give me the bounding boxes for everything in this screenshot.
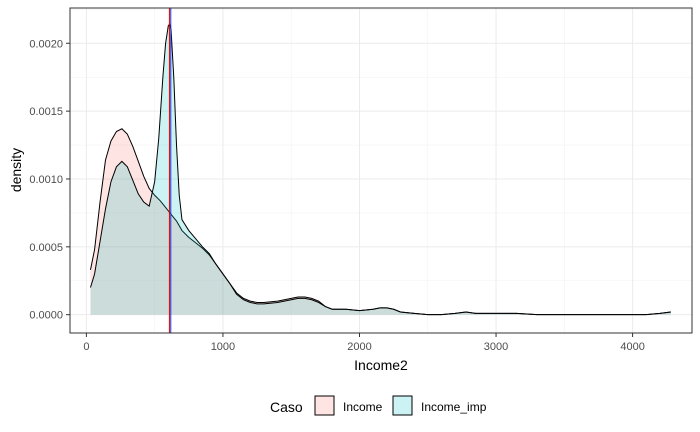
density-areas <box>89 23 671 316</box>
y-tick-label: 0.0005 <box>29 242 63 254</box>
y-axis-title: density <box>8 148 24 192</box>
legend-label-income-imp: Income_imp <box>421 400 487 414</box>
y-tick-label: 0.0000 <box>29 310 63 322</box>
mean-lines <box>168 8 172 333</box>
density-line-income-imp <box>90 23 671 316</box>
plot-panel-border <box>69 7 693 334</box>
y-tick-label: 0.0010 <box>29 174 63 186</box>
legend-swatch-income <box>314 395 335 416</box>
plot-panel-background <box>70 8 692 333</box>
y-tick-label: 0.0015 <box>29 106 63 118</box>
x-tick-label: 1000 <box>211 341 235 353</box>
legend-swatch-income-imp <box>392 395 413 416</box>
y-axis-ticks: 0.0000 0.0005 0.0010 0.0015 0.0020 <box>29 38 70 322</box>
legend: Caso Income Income_imp <box>270 395 487 416</box>
legend-title: Caso <box>270 399 303 415</box>
density-area-income-imp <box>90 24 671 315</box>
x-tick-label: 3000 <box>484 341 508 353</box>
x-tick-label: 4000 <box>620 341 644 353</box>
x-tick-label: 2000 <box>347 341 371 353</box>
density-area-income <box>90 128 671 315</box>
legend-key-income <box>314 395 335 416</box>
x-axis-ticks: 0 1000 2000 3000 4000 <box>83 333 645 353</box>
legend-key-income-imp <box>392 395 413 416</box>
x-axis-title: Income2 <box>354 357 408 373</box>
y-tick-label: 0.0020 <box>29 38 63 50</box>
legend-label-income: Income <box>343 400 383 414</box>
x-tick-label: 0 <box>83 341 89 353</box>
